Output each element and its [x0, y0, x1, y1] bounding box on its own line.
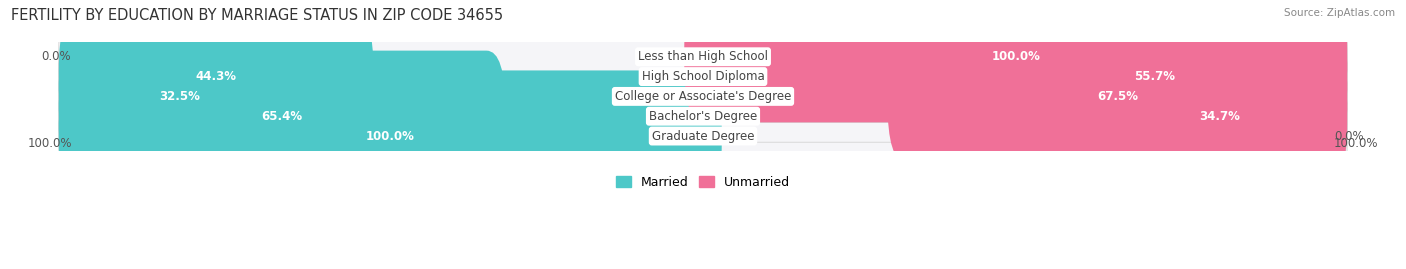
Text: FERTILITY BY EDUCATION BY MARRIAGE STATUS IN ZIP CODE 34655: FERTILITY BY EDUCATION BY MARRIAGE STATU…	[11, 8, 503, 23]
FancyBboxPatch shape	[59, 31, 1347, 162]
FancyBboxPatch shape	[1092, 51, 1347, 182]
Text: College or Associate's Degree: College or Associate's Degree	[614, 90, 792, 103]
Text: Less than High School: Less than High School	[638, 50, 768, 63]
FancyBboxPatch shape	[59, 11, 374, 142]
FancyBboxPatch shape	[887, 31, 1347, 162]
FancyBboxPatch shape	[59, 70, 721, 202]
FancyBboxPatch shape	[59, 51, 505, 182]
Text: 44.3%: 44.3%	[195, 70, 236, 83]
Text: 32.5%: 32.5%	[159, 90, 200, 103]
Text: 0.0%: 0.0%	[42, 50, 72, 63]
FancyBboxPatch shape	[59, 0, 1347, 122]
Text: 100.0%: 100.0%	[991, 50, 1040, 63]
Text: 100.0%: 100.0%	[28, 137, 72, 150]
Text: 55.7%: 55.7%	[1133, 70, 1175, 83]
FancyBboxPatch shape	[59, 31, 299, 162]
Text: 67.5%: 67.5%	[1097, 90, 1137, 103]
Text: 0.0%: 0.0%	[1334, 130, 1364, 143]
FancyBboxPatch shape	[685, 0, 1347, 122]
Text: Bachelor's Degree: Bachelor's Degree	[650, 110, 756, 123]
FancyBboxPatch shape	[962, 11, 1347, 142]
Text: 100.0%: 100.0%	[366, 130, 415, 143]
Text: Graduate Degree: Graduate Degree	[652, 130, 754, 143]
Text: 34.7%: 34.7%	[1199, 110, 1240, 123]
FancyBboxPatch shape	[59, 11, 1347, 142]
Text: 65.4%: 65.4%	[262, 110, 302, 123]
FancyBboxPatch shape	[59, 51, 1347, 182]
Legend: Married, Unmarried: Married, Unmarried	[612, 171, 794, 194]
Text: High School Diploma: High School Diploma	[641, 70, 765, 83]
Text: 100.0%: 100.0%	[1334, 137, 1378, 150]
Text: Source: ZipAtlas.com: Source: ZipAtlas.com	[1284, 8, 1395, 18]
FancyBboxPatch shape	[59, 70, 1347, 202]
